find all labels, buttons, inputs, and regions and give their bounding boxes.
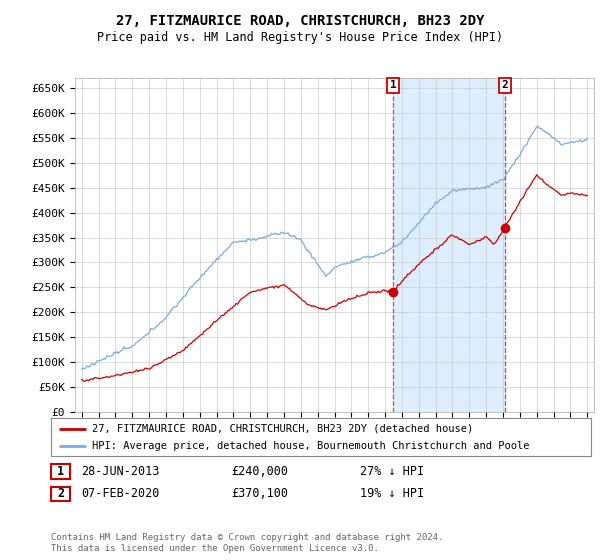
Text: £240,000: £240,000	[231, 465, 288, 478]
Text: 27, FITZMAURICE ROAD, CHRISTCHURCH, BH23 2DY (detached house): 27, FITZMAURICE ROAD, CHRISTCHURCH, BH23…	[91, 424, 473, 434]
Text: 07-FEB-2020: 07-FEB-2020	[81, 487, 160, 501]
Text: 1: 1	[57, 465, 64, 478]
Text: 27, FITZMAURICE ROAD, CHRISTCHURCH, BH23 2DY: 27, FITZMAURICE ROAD, CHRISTCHURCH, BH23…	[116, 14, 484, 28]
Text: 2: 2	[57, 487, 64, 501]
Text: 27% ↓ HPI: 27% ↓ HPI	[360, 465, 424, 478]
Text: 19% ↓ HPI: 19% ↓ HPI	[360, 487, 424, 501]
Text: 2: 2	[502, 81, 508, 90]
Text: HPI: Average price, detached house, Bournemouth Christchurch and Poole: HPI: Average price, detached house, Bour…	[91, 441, 529, 451]
Text: £370,100: £370,100	[231, 487, 288, 501]
Text: 1: 1	[390, 81, 397, 90]
Text: Contains HM Land Registry data © Crown copyright and database right 2024.
This d: Contains HM Land Registry data © Crown c…	[51, 533, 443, 553]
Text: Price paid vs. HM Land Registry's House Price Index (HPI): Price paid vs. HM Land Registry's House …	[97, 31, 503, 44]
Bar	[394, 78, 505, 412]
Text: 28-JUN-2013: 28-JUN-2013	[81, 465, 160, 478]
